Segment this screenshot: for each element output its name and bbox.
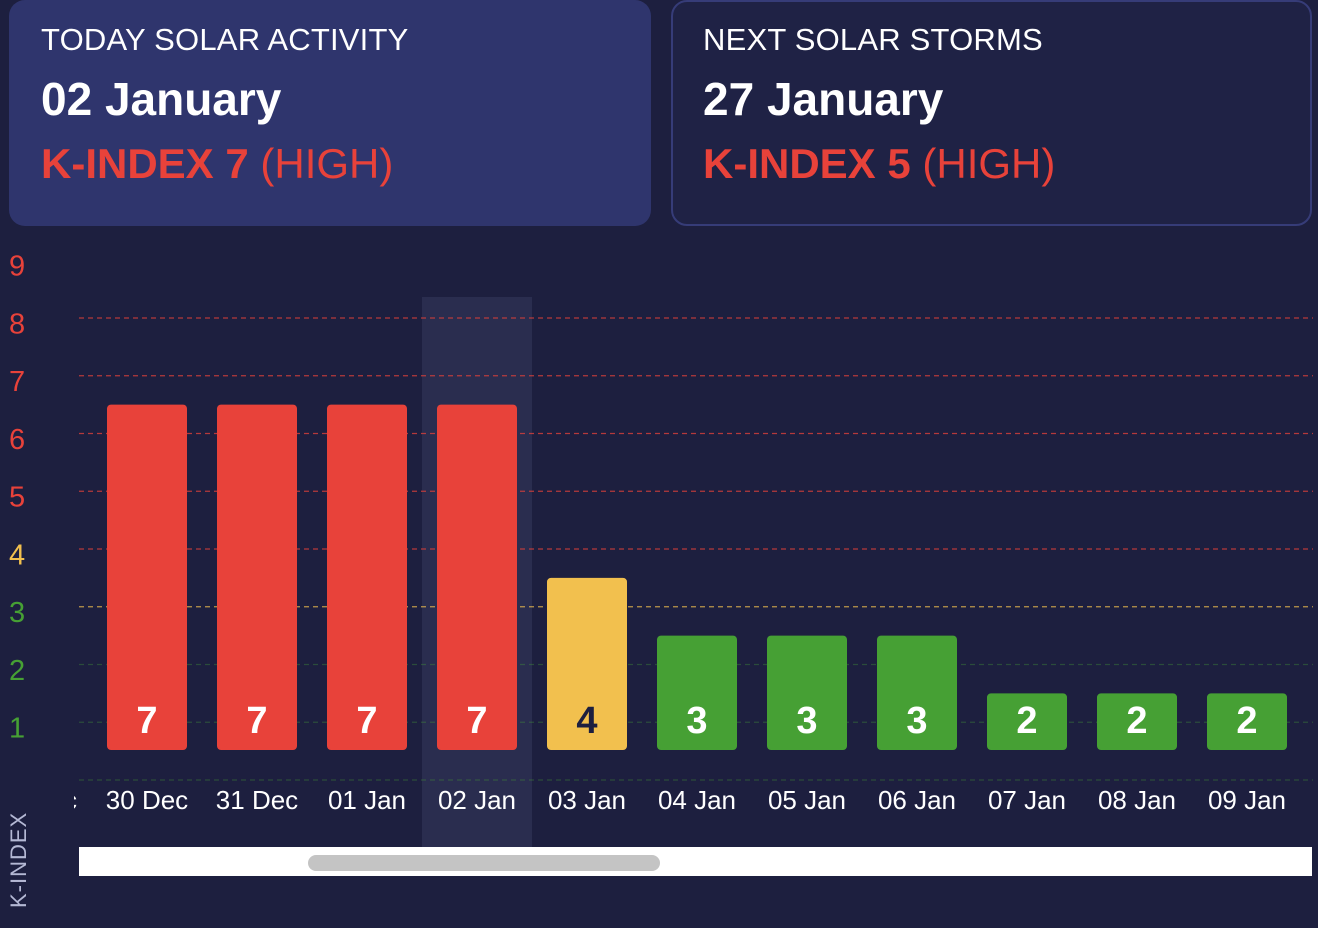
today-kindex-level: (HIGH) (260, 140, 394, 187)
today-card-kindex: K-INDEX 7 (HIGH) (41, 140, 619, 188)
bar-02-jan (437, 404, 517, 750)
x-tick-label: 07 Jan (988, 785, 1066, 815)
x-tick-label: 04 Jan (658, 785, 736, 815)
y-tick-label: 9 (9, 251, 25, 283)
bar-value-label: 2 (1126, 700, 1147, 742)
today-card-label: TODAY SOLAR ACTIVITY (41, 22, 409, 57)
bar-01-jan (327, 404, 407, 750)
bar-value-label: 7 (466, 700, 487, 742)
bar-05-jan (767, 635, 847, 750)
x-tick-label: 06 Jan (878, 785, 956, 815)
y-tick-label: 4 (9, 539, 25, 571)
bar-value-label: 4 (576, 700, 597, 742)
y-tick-label: 5 (9, 482, 25, 514)
x-tick-label: 08 Jan (1098, 785, 1176, 815)
x-tick-label: 09 Jan (1208, 785, 1286, 815)
next-kindex-value: K-INDEX 5 (703, 140, 911, 187)
x-tick-label: 02 Jan (438, 785, 516, 815)
bar-09-jan (1207, 693, 1287, 750)
bar-06-jan (877, 635, 957, 750)
bar-value-label: 3 (686, 700, 707, 742)
bar-03-jan (547, 577, 627, 750)
y-tick-label: 8 (9, 308, 25, 340)
y-axis-title: K-INDEX (6, 811, 31, 908)
bar-value-label: 3 (906, 700, 927, 742)
y-tick-label: 1 (9, 713, 25, 745)
y-tick-label: 3 (9, 597, 25, 629)
next-kindex-level: (HIGH) (922, 140, 1056, 187)
x-tick-label: 01 Jan (328, 785, 406, 815)
y-tick-label: 7 (9, 366, 25, 398)
today-card-date: 02 January (41, 73, 282, 125)
bar-value-label: 3 (796, 700, 817, 742)
bar-31-dec (217, 404, 297, 750)
bar-07-jan (987, 693, 1067, 750)
bar-30-dec (107, 404, 187, 750)
y-tick-label: 6 (9, 424, 25, 456)
bar-value-label: 7 (356, 700, 377, 742)
bar-value-label: 7 (246, 700, 267, 742)
x-tick-label: 05 Jan (768, 785, 846, 815)
x-tick-label: 03 Jan (548, 785, 626, 815)
today-kindex-value: K-INDEX 7 (41, 140, 249, 187)
next-storms-card: NEXT SOLAR STORMS 27 January K-INDEX 5 (… (671, 0, 1312, 226)
bar-value-label: 7 (136, 700, 157, 742)
next-card-kindex: K-INDEX 5 (HIGH) (703, 140, 1280, 188)
y-tick-label: 2 (9, 655, 25, 687)
bar-value-label: 2 (1236, 700, 1257, 742)
chart-scrollbar-thumb[interactable] (308, 855, 660, 871)
x-tick-label-partial: 29 Dec (0, 785, 77, 815)
bar-04-jan (657, 635, 737, 750)
next-card-label: NEXT SOLAR STORMS (703, 22, 1043, 57)
bar-08-jan (1097, 693, 1177, 750)
chart-scrollbar-track[interactable] (79, 847, 1312, 876)
bar-value-label: 2 (1016, 700, 1037, 742)
next-card-date: 27 January (703, 73, 944, 125)
today-activity-card: TODAY SOLAR ACTIVITY 02 January K-INDEX … (9, 0, 651, 226)
x-tick-label: 30 Dec (106, 785, 188, 815)
x-tick-label: 31 Dec (216, 785, 298, 815)
